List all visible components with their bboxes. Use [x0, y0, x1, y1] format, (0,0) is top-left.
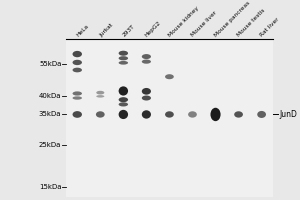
Text: 35kDa: 35kDa	[39, 111, 61, 117]
Ellipse shape	[96, 95, 104, 98]
Ellipse shape	[118, 61, 128, 65]
Text: 25kDa: 25kDa	[39, 142, 61, 148]
FancyBboxPatch shape	[66, 39, 273, 197]
Text: HeLa: HeLa	[75, 24, 89, 38]
Text: 40kDa: 40kDa	[39, 93, 61, 99]
Ellipse shape	[118, 97, 128, 102]
Ellipse shape	[118, 86, 128, 96]
Ellipse shape	[96, 91, 104, 94]
Ellipse shape	[118, 56, 128, 60]
Ellipse shape	[142, 60, 151, 64]
Text: Rat liver: Rat liver	[260, 17, 280, 38]
Text: 293T: 293T	[121, 24, 135, 38]
Ellipse shape	[118, 110, 128, 119]
Text: HepG2: HepG2	[144, 20, 162, 38]
Text: Mouse pancreas: Mouse pancreas	[213, 0, 251, 38]
Text: 15kDa: 15kDa	[39, 184, 61, 190]
Text: 55kDa: 55kDa	[39, 61, 61, 67]
Text: JunD: JunD	[280, 110, 297, 119]
Ellipse shape	[73, 111, 82, 118]
Ellipse shape	[142, 54, 151, 59]
Ellipse shape	[188, 111, 197, 118]
Ellipse shape	[234, 111, 243, 118]
Ellipse shape	[142, 96, 151, 101]
Ellipse shape	[118, 51, 128, 56]
Ellipse shape	[96, 111, 105, 118]
Text: Mouse liver: Mouse liver	[190, 10, 218, 38]
Text: Jurkat: Jurkat	[98, 23, 114, 38]
Ellipse shape	[142, 110, 151, 119]
Ellipse shape	[73, 96, 82, 100]
Text: Mouse testis: Mouse testis	[236, 8, 266, 38]
Ellipse shape	[165, 111, 174, 118]
Text: Mouse kidney: Mouse kidney	[167, 6, 200, 38]
Ellipse shape	[165, 74, 174, 79]
Ellipse shape	[257, 111, 266, 118]
Ellipse shape	[142, 88, 151, 95]
Ellipse shape	[73, 60, 82, 65]
Ellipse shape	[211, 108, 220, 121]
Ellipse shape	[73, 68, 82, 72]
Ellipse shape	[118, 102, 128, 106]
Ellipse shape	[73, 91, 82, 96]
Ellipse shape	[73, 51, 82, 57]
